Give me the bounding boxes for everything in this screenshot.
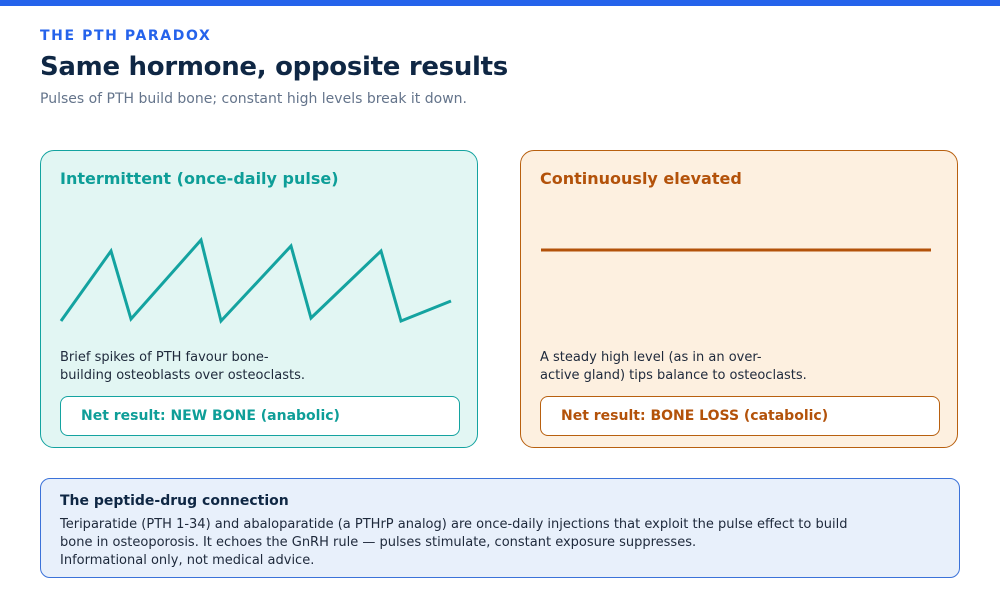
peptide-drug-note: The peptide-drug connection Teriparatide… [40,478,960,578]
intermittent-card-title: Intermittent (once-daily pulse) [60,169,339,188]
top-accent-bar [0,0,1000,6]
description-line: building osteoblasts over osteoclasts. [60,368,305,383]
continuous-card-title: Continuously elevated [540,169,742,188]
note-title: The peptide-drug connection [60,493,289,509]
note-line: bone in osteoporosis. It echoes the GnRH… [60,535,697,550]
disclaimer-line: Informational only, not medical advice. [60,553,315,568]
pulse-waveform-graph [59,236,452,325]
intermittent-card: Intermittent (once-daily pulse) Brief sp… [40,150,478,448]
anabolic-result-box: Net result: NEW BONE (anabolic) [60,396,460,436]
continuous-card-description: A steady high level (as in an over- acti… [540,349,840,385]
page-subtitle: Pulses of PTH build bone; constant high … [40,91,467,107]
intermittent-card-description: Brief spikes of PTH favour bone- buildin… [60,349,360,385]
pulse-waveform-line [59,236,452,325]
eyebrow-label: THE PTH PARADOX [40,28,212,44]
note-body: Teriparatide (PTH 1-34) and abaloparatid… [60,516,940,570]
note-line: Teriparatide (PTH 1-34) and abaloparatid… [60,517,848,532]
catabolic-result-box: Net result: BONE LOSS (catabolic) [540,396,940,436]
description-line: Brief spikes of PTH favour bone- [60,350,269,365]
page-title: Same hormone, opposite results [40,52,508,82]
description-line: active gland) tips balance to osteoclast… [540,368,807,383]
constant-level-graph [541,248,931,252]
continuous-card: Continuously elevated A steady high leve… [520,150,958,448]
description-line: A steady high level (as in an over- [540,350,762,365]
